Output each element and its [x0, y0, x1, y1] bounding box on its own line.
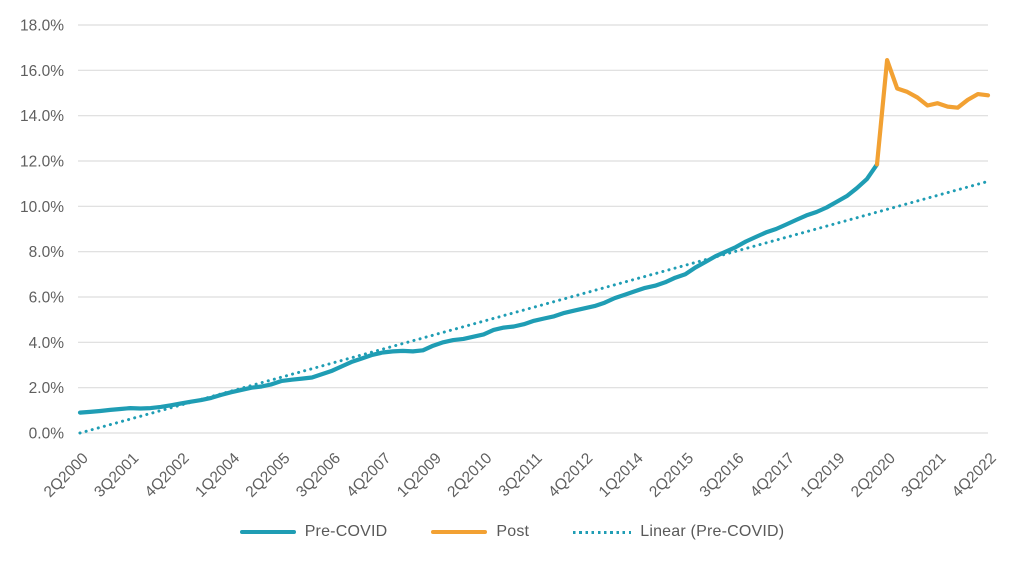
chart-plot-area: 0.0% 2.0% 4.0% 6.0% 8.0% 10.0% 12.0% 14.0% 16.0%…	[20, 18, 1000, 501]
x-tick-label: 1Q2014	[596, 450, 647, 501]
pre-covid-line-swatch-icon	[239, 530, 296, 534]
x-tick-label: 1Q2019	[797, 450, 848, 501]
y-tick-label: 4.0%	[29, 335, 65, 352]
y-tick-label: 14.0%	[20, 108, 64, 125]
legend-label-linear-pre-covid: Linear (Pre-COVID)	[640, 523, 785, 540]
x-tick-label: 3Q2001	[91, 450, 142, 501]
y-tick-label: 10.0%	[20, 199, 64, 216]
x-tick-label: 4Q2007	[343, 450, 394, 501]
legend-label-post: Post	[496, 523, 530, 540]
series-line-post	[874, 57, 991, 167]
y-tick-label: 6.0%	[29, 290, 65, 307]
x-tick-label: 1Q2009	[394, 450, 445, 501]
y-tick-label: 8.0%	[29, 244, 65, 261]
x-tick-label: 3Q2021	[898, 450, 949, 501]
x-tick-label: 2Q2000	[41, 450, 92, 501]
legend-item-post: Post	[431, 523, 529, 541]
x-tick-label: 4Q2022	[949, 450, 1000, 501]
legend-item-linear-pre-covid: Linear (Pre-COVID)	[573, 523, 784, 541]
x-tick-label: 3Q2016	[697, 450, 748, 501]
legend-item-pre-covid: Pre-COVID	[239, 523, 388, 541]
y-tick-label: 2.0%	[29, 380, 65, 397]
x-tick-label: 4Q2002	[142, 450, 193, 501]
y-tick-label: 18.0%	[20, 18, 64, 35]
chart-legend: Pre-COVID Post Linear (Pre-COVID)	[0, 523, 1024, 541]
x-tick-label: 2Q2010	[444, 450, 495, 501]
x-tick-label: 4Q2012	[545, 450, 596, 501]
x-tick-label: 1Q2004	[192, 450, 243, 501]
y-tick-label: 12.0%	[20, 154, 64, 171]
y-tick-label: 0.0%	[29, 426, 65, 443]
x-tick-label: 3Q2006	[293, 450, 344, 501]
linear-trend-dotted-swatch-icon	[573, 530, 632, 534]
post-line-swatch-icon	[431, 530, 488, 534]
x-tick-label: 4Q2017	[747, 450, 798, 501]
legend-label-pre-covid: Pre-COVID	[304, 523, 388, 540]
x-tick-label: 2Q2015	[646, 450, 697, 501]
x-tick-label: 2Q2020	[848, 450, 899, 501]
series-line-pre-covid	[77, 162, 880, 415]
x-tick-label: 2Q2005	[243, 450, 294, 501]
x-tick-label: 3Q2011	[496, 450, 546, 500]
y-tick-label: 16.0%	[20, 63, 64, 80]
